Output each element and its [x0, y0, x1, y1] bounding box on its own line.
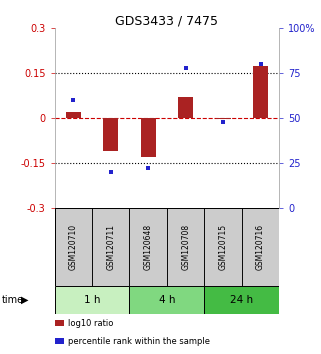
Bar [55, 286, 129, 314]
Bar [167, 207, 204, 286]
Text: log10 ratio: log10 ratio [68, 319, 113, 328]
Text: time: time [2, 295, 24, 305]
Bar [178, 97, 193, 118]
Bar [55, 207, 92, 286]
Bar [204, 207, 242, 286]
Bar [55, 320, 64, 326]
Text: ▶: ▶ [21, 295, 28, 305]
Bar [204, 286, 279, 314]
Bar [66, 112, 81, 118]
Text: GSM120648: GSM120648 [144, 224, 153, 270]
Text: 24 h: 24 h [230, 295, 253, 305]
Bar [55, 338, 64, 344]
Bar [129, 207, 167, 286]
Text: GSM120715: GSM120715 [219, 224, 228, 270]
Bar [242, 207, 279, 286]
Bar [216, 118, 230, 119]
Text: GSM120708: GSM120708 [181, 224, 190, 270]
Title: GDS3433 / 7475: GDS3433 / 7475 [116, 14, 218, 27]
Text: 4 h: 4 h [159, 295, 175, 305]
Text: 1 h: 1 h [84, 295, 100, 305]
Bar [103, 118, 118, 151]
Bar [141, 118, 156, 157]
Bar [253, 66, 268, 118]
Text: GSM120716: GSM120716 [256, 224, 265, 270]
Text: percentile rank within the sample: percentile rank within the sample [68, 337, 210, 346]
Text: GSM120710: GSM120710 [69, 224, 78, 270]
Bar [129, 286, 204, 314]
Text: GSM120711: GSM120711 [106, 224, 115, 270]
Bar [92, 207, 129, 286]
